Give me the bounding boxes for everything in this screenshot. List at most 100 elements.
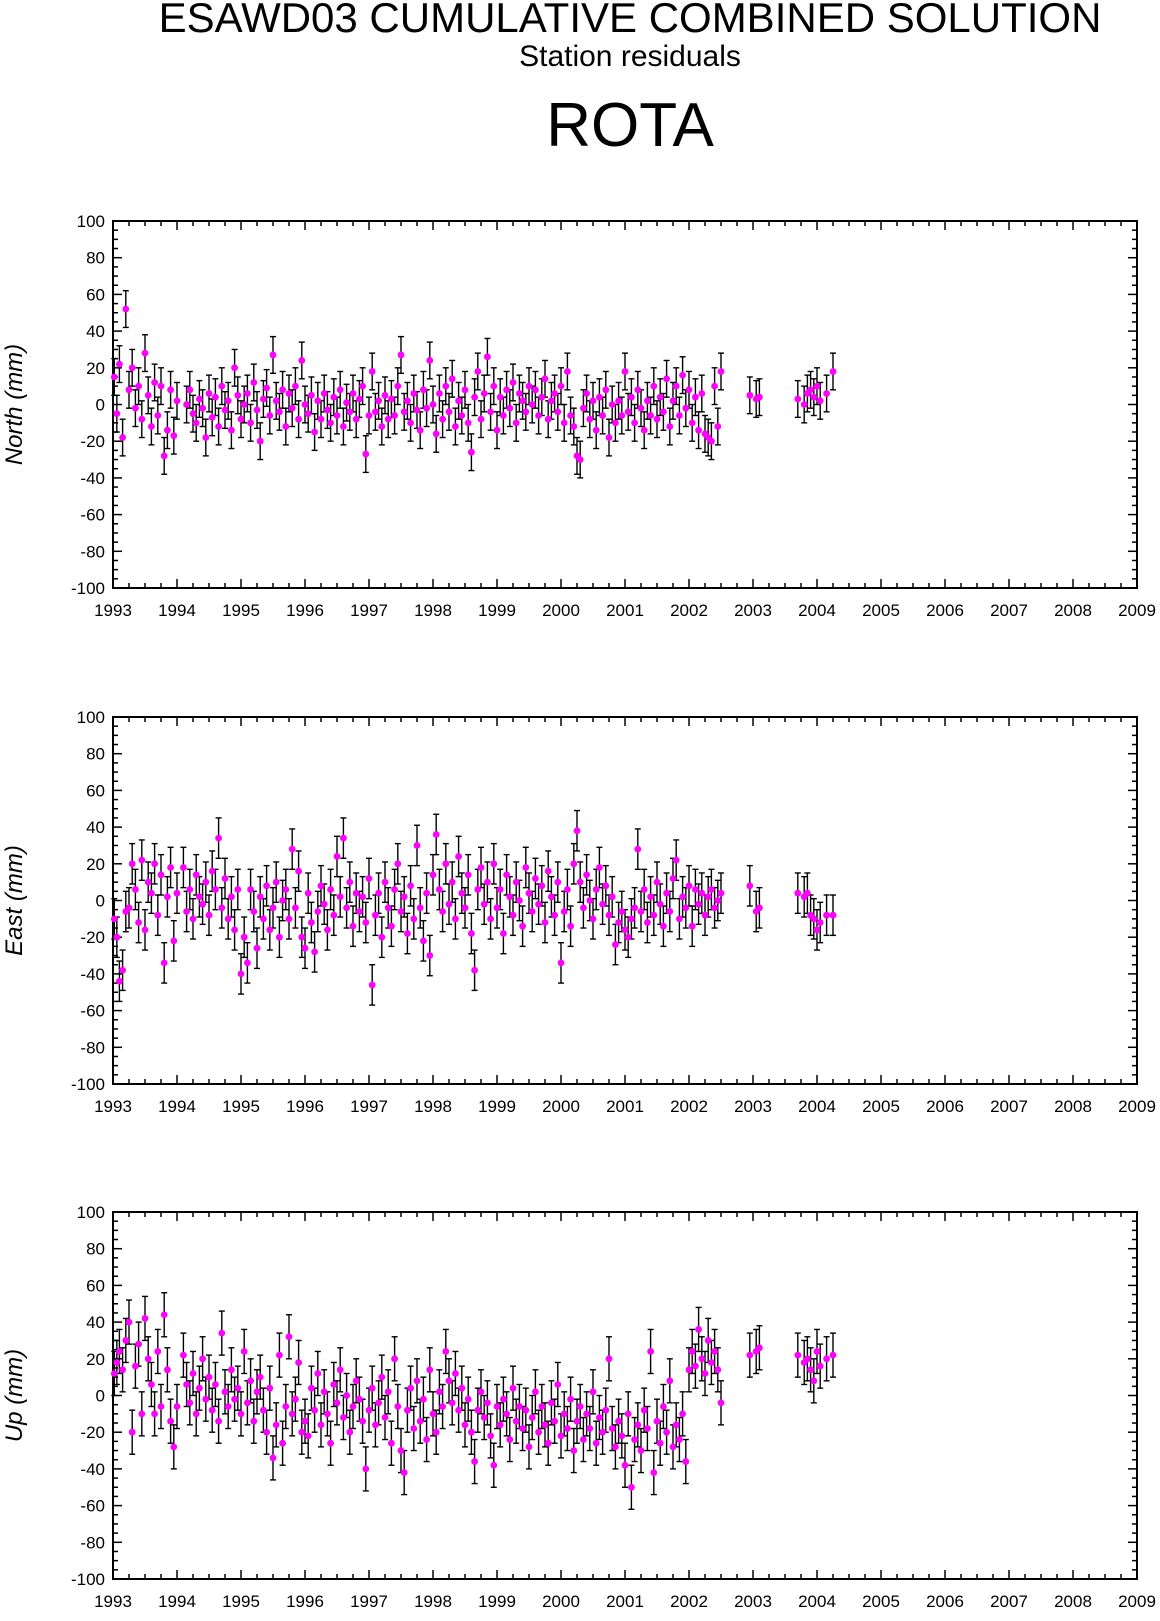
data-point <box>311 428 318 436</box>
data-point <box>423 889 430 897</box>
data-point <box>320 900 328 908</box>
north-x-tick-label: 2000 <box>542 601 580 620</box>
data-point <box>160 959 168 967</box>
data-point <box>260 1406 267 1414</box>
data-point <box>647 893 654 901</box>
north-x-tick-label: 2008 <box>1054 601 1092 620</box>
north-y-tick-label: 100 <box>77 212 105 231</box>
data-point <box>634 845 642 853</box>
east-panel: 100 80 60 40 20 0 -20 -40 -60 -80 -100 1993 1994 1995… <box>1 708 1156 1116</box>
data-point <box>157 1403 165 1410</box>
data-point <box>647 412 654 419</box>
data-point <box>612 941 619 948</box>
data-point <box>522 408 530 416</box>
data-point <box>656 393 664 401</box>
up-y-axis-label: Up (mm) <box>1 1349 28 1442</box>
data-point <box>711 382 718 390</box>
data-point <box>471 966 478 974</box>
data-point <box>394 860 402 868</box>
data-point <box>244 390 251 397</box>
east-x-tick-label: 2008 <box>1054 1097 1092 1116</box>
data-point <box>436 390 443 397</box>
data-point <box>583 1410 590 1418</box>
data-point <box>618 908 626 915</box>
data-point <box>544 415 552 423</box>
data-point <box>500 1395 507 1403</box>
data-point <box>356 908 363 915</box>
data-point <box>304 410 312 418</box>
data-point <box>512 419 520 427</box>
east-x-tick-label: 2003 <box>734 1097 772 1116</box>
data-point <box>634 386 642 394</box>
data-point <box>583 390 590 397</box>
up-x-tick-label: 2002 <box>670 1592 708 1611</box>
data-point <box>276 1351 283 1359</box>
data-point <box>474 368 482 375</box>
data-point <box>487 408 494 416</box>
data-point <box>208 1406 216 1414</box>
data-point <box>551 390 558 397</box>
up-y-tick-label: 0 <box>96 1387 105 1406</box>
data-point <box>615 1417 622 1425</box>
data-point <box>375 889 382 897</box>
data-point <box>173 397 181 405</box>
data-point <box>218 904 226 912</box>
data-point <box>113 1359 121 1366</box>
data-point <box>423 1436 430 1443</box>
data-point <box>445 408 453 416</box>
data-point <box>580 404 587 412</box>
data-point <box>692 1362 699 1370</box>
data-point <box>288 1410 296 1418</box>
data-point <box>336 386 344 394</box>
data-point <box>599 900 606 908</box>
up-y-tick-label: -60 <box>80 1497 105 1516</box>
north-x-tick-label: 1994 <box>158 601 196 620</box>
data-point <box>359 382 366 390</box>
data-point <box>224 915 232 923</box>
data-point <box>138 856 146 864</box>
data-point <box>173 1403 181 1410</box>
data-point <box>458 889 466 897</box>
data-point <box>746 1351 754 1359</box>
data-point <box>567 1395 574 1403</box>
data-point <box>135 1340 143 1348</box>
data-point <box>711 1348 718 1355</box>
data-point <box>113 933 121 941</box>
data-point <box>410 915 418 923</box>
data-point <box>455 1406 462 1414</box>
east-y-tick-label: 0 <box>96 892 105 911</box>
data-point <box>503 386 510 394</box>
data-point <box>240 401 248 408</box>
data-point <box>509 1384 517 1392</box>
data-point <box>544 1439 552 1447</box>
data-point <box>308 391 315 399</box>
data-point <box>624 1410 632 1418</box>
data-point <box>704 1337 712 1344</box>
data-point <box>404 397 411 405</box>
data-point <box>538 882 546 890</box>
data-point <box>464 419 472 427</box>
data-point <box>381 878 389 886</box>
data-point <box>624 933 632 941</box>
data-point <box>589 915 597 923</box>
data-point <box>212 1381 219 1388</box>
data-point <box>327 1439 334 1447</box>
data-point <box>285 915 293 923</box>
data-point <box>794 395 802 403</box>
east-x-tick-label: 2004 <box>798 1097 836 1116</box>
data-point <box>234 391 242 399</box>
data-point <box>688 419 696 427</box>
main-title: ESAWD03 CUMULATIVE COMBINED SOLUTION <box>158 0 1102 41</box>
data-point <box>221 1388 229 1396</box>
data-point <box>640 886 648 893</box>
data-point <box>605 434 613 441</box>
data-point <box>221 406 229 414</box>
data-point <box>580 904 587 912</box>
east-y-tick-label: -40 <box>80 965 105 984</box>
data-point <box>269 904 277 912</box>
data-point <box>113 410 121 418</box>
up-y-tick-label: 60 <box>86 1276 105 1295</box>
data-point <box>506 1436 514 1443</box>
data-point <box>445 900 453 908</box>
data-point <box>500 930 507 937</box>
